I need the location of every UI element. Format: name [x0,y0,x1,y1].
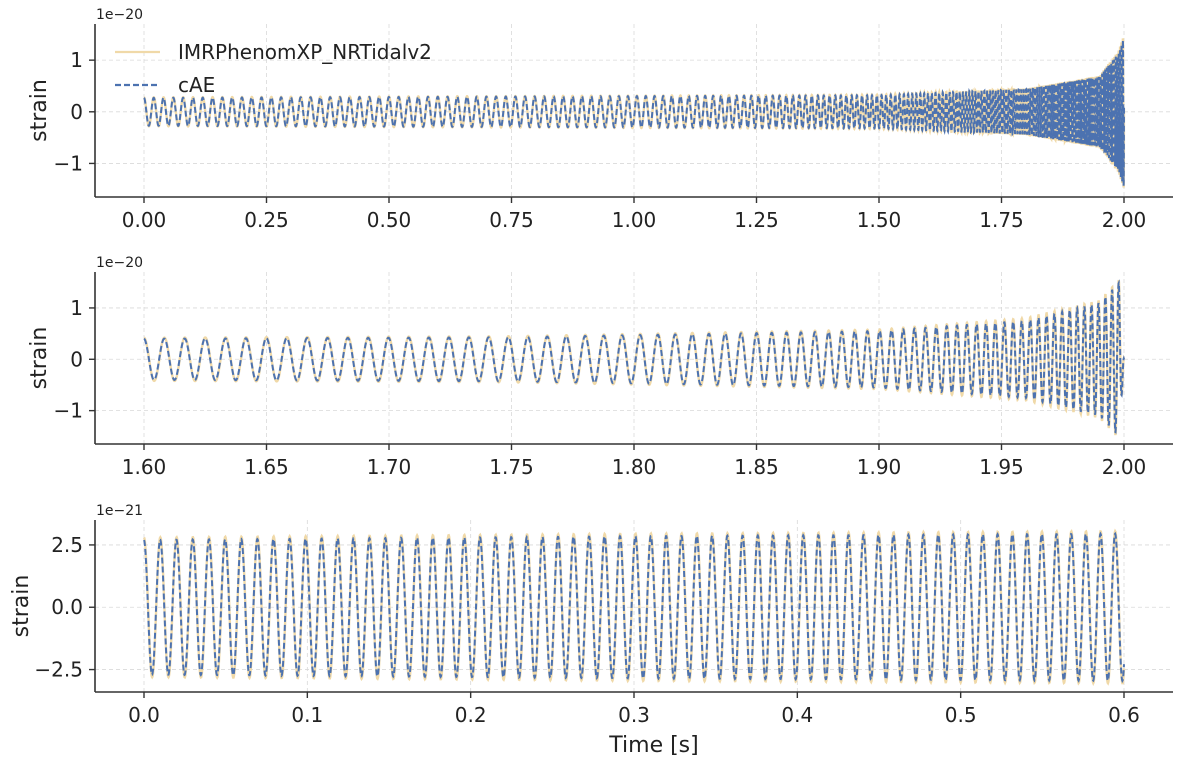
offset-text: 1e−20 [96,255,143,271]
y-axis-label: strain [27,79,52,142]
y-tick-label: 0.0 [51,595,83,619]
x-tick-label: 0.00 [122,208,167,232]
x-tick-label: 0.50 [367,208,412,232]
offset-text: 1e−21 [96,503,143,519]
x-tick-label: 1.50 [857,208,902,232]
y-tick-label: 0 [70,100,83,124]
x-tick-label: 0.1 [291,703,323,727]
x-tick-label: 1.95 [979,455,1024,479]
y-tick-label: −2.5 [34,658,83,682]
y-tick-label: −1 [54,151,83,175]
y-tick-label: 0 [70,347,83,371]
x-tick-label: 1.85 [734,455,779,479]
y-axis-label: strain [9,575,34,638]
legend-label: cAE [178,73,215,97]
x-tick-label: 1.00 [612,208,657,232]
y-tick-label: 1 [70,48,83,72]
series-line-cAE [143,279,1125,434]
x-tick-label: 0.4 [781,703,813,727]
x-tick-label: 1.75 [489,455,534,479]
offset-text: 1e−20 [96,7,143,23]
y-tick-label: 1 [70,296,83,320]
x-tick-label: 2.00 [1102,455,1147,479]
legend-label: IMRPhenomXP_NRTidalv2 [178,40,432,64]
subplot-3: 0.0 0.1 0.2 0.3 0.4 0.5 0.6 −2.5 0.0 2.5 1e−21 stra… [9,503,1173,758]
x-tick-label: 0.6 [1108,703,1140,727]
x-tick-label: 0.3 [618,703,650,727]
x-tick-label: 1.80 [612,455,657,479]
series-line-cAE [143,531,1125,684]
x-tick-label: 1.90 [857,455,902,479]
x-tick-label: 1.60 [122,455,167,479]
y-axis-label: strain [27,327,52,390]
x-tick-label: 1.65 [244,455,289,479]
x-tick-label: 0.5 [945,703,977,727]
x-tick-label: 1.70 [367,455,412,479]
series-line-cAE [143,39,1125,186]
x-tick-label: 2.00 [1102,208,1147,232]
subplot-1: 0.00 0.25 0.50 0.75 1.00 1.25 1.50 1.75 2.00 −1 0 1… [27,7,1173,232]
x-axis-label: Time [s] [608,733,698,758]
y-tick-label: −1 [54,399,83,423]
legend: IMRPhenomXP_NRTidalv2 cAE [115,40,432,97]
y-tick-label: 2.5 [51,533,83,557]
x-tick-label: 0.75 [489,208,534,232]
x-tick-label: 1.75 [979,208,1024,232]
x-tick-label: 0.2 [455,703,487,727]
x-tick-label: 1.25 [734,208,779,232]
x-tick-label: 0.0 [128,703,160,727]
subplot-2: 1.60 1.65 1.70 1.75 1.80 1.85 1.90 1.95 2.00 −1 0 1… [27,255,1173,479]
x-tick-label: 0.25 [244,208,289,232]
